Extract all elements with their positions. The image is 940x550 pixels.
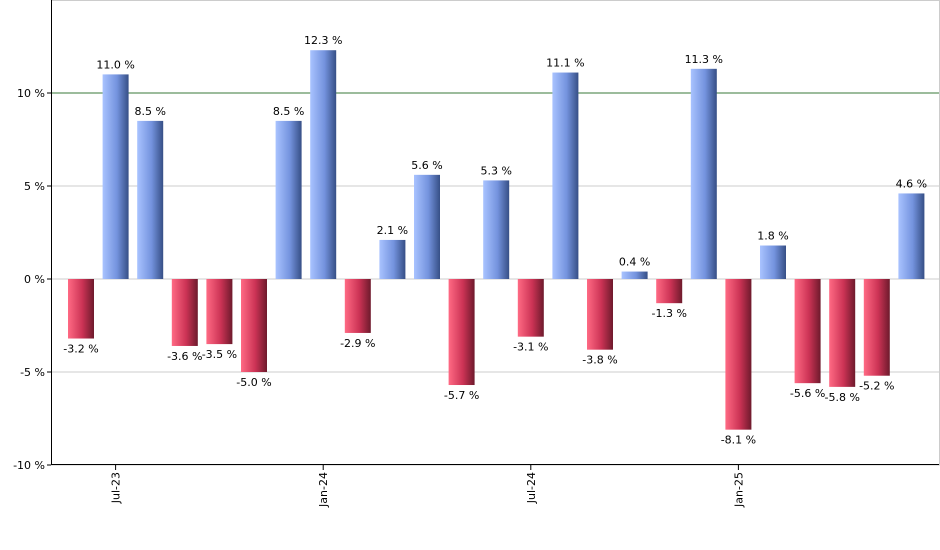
data-label: 5.6 % [411, 159, 442, 172]
bar [448, 279, 475, 386]
data-label: 11.1 % [546, 57, 584, 70]
bar [656, 279, 683, 304]
bar [760, 245, 786, 279]
data-label: -3.8 % [582, 354, 617, 367]
y-tick-label: 0 % [24, 273, 45, 286]
bar [68, 279, 94, 339]
bar [344, 279, 371, 333]
y-tick-label: 5 % [24, 180, 45, 193]
x-tick-label: Jul-23 [110, 472, 123, 504]
bar [379, 239, 406, 279]
bar [829, 279, 856, 387]
data-label: 8.5 % [273, 105, 304, 118]
data-label: 5.3 % [480, 164, 511, 177]
x-tick-label: Jan-25 [732, 472, 745, 508]
data-label: -2.9 % [340, 337, 375, 350]
data-label: -3.6 % [167, 350, 202, 363]
bar [137, 120, 164, 280]
bar [517, 279, 544, 337]
data-label: -3.5 % [202, 348, 237, 361]
bar [483, 180, 510, 279]
data-label: 0.4 % [619, 256, 650, 269]
bar [725, 279, 752, 430]
data-label: -3.1 % [513, 341, 548, 354]
data-label: -5.2 % [859, 380, 894, 393]
data-label: 11.0 % [96, 58, 134, 71]
bar [171, 279, 198, 346]
bar [898, 193, 925, 279]
y-tick-label: -5 % [20, 366, 45, 379]
data-label: 4.6 % [896, 177, 927, 190]
bar [206, 279, 233, 345]
bar [275, 120, 302, 280]
x-tick-label: Jul-24 [525, 472, 538, 504]
bar [310, 50, 337, 279]
data-label: -8.1 % [721, 434, 756, 447]
bar [794, 279, 821, 384]
bar [552, 72, 579, 279]
x-tick-label: Jan-24 [317, 472, 330, 508]
y-tick-label: 10 % [17, 87, 45, 100]
data-label: -3.2 % [63, 343, 98, 356]
bar [690, 68, 717, 279]
data-label: -5.8 % [824, 391, 859, 404]
bar [102, 74, 129, 280]
bar [621, 271, 648, 279]
y-tick-label: -10 % [13, 459, 45, 472]
bar [241, 279, 267, 372]
bar [587, 279, 613, 350]
data-label: 11.3 % [685, 53, 723, 66]
data-label: 1.8 % [757, 230, 788, 243]
bar [414, 174, 440, 279]
data-label: -1.3 % [651, 307, 686, 320]
data-label: -5.7 % [444, 389, 479, 402]
data-label: 2.1 % [377, 224, 408, 237]
data-label: -5.6 % [790, 387, 825, 400]
data-label: 12.3 % [304, 34, 342, 47]
bar [863, 279, 890, 376]
data-label: 8.5 % [134, 105, 165, 118]
data-label: -5.0 % [236, 376, 271, 389]
